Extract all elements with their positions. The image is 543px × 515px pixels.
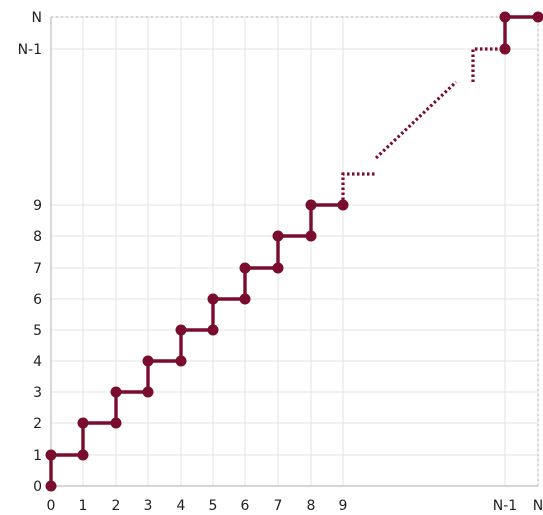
x-tick-label: 4 bbox=[177, 498, 186, 514]
y-tick-label: N-1 bbox=[18, 42, 42, 58]
data-point bbox=[499, 43, 511, 55]
x-tick-label: 0 bbox=[47, 498, 56, 514]
y-tick-label: 4 bbox=[33, 354, 42, 370]
data-point bbox=[532, 11, 543, 23]
staircase-points bbox=[45, 11, 543, 492]
data-point bbox=[337, 199, 349, 211]
data-point bbox=[110, 386, 122, 398]
data-point bbox=[45, 449, 57, 461]
y-tick-label: 0 bbox=[33, 479, 42, 495]
y-tick-label: 1 bbox=[33, 448, 42, 464]
x-tick-label: N-1 bbox=[493, 498, 517, 514]
x-tick-label: 9 bbox=[339, 498, 348, 514]
y-tick-label: 6 bbox=[33, 292, 42, 308]
data-point bbox=[77, 417, 89, 429]
staircase-line bbox=[49, 203, 343, 486]
x-tick-label: 3 bbox=[144, 498, 153, 514]
chart-frame bbox=[50, 16, 539, 487]
data-point bbox=[175, 324, 187, 336]
data-point bbox=[239, 293, 251, 305]
data-point bbox=[207, 324, 219, 336]
continuation-dotted-segment bbox=[341, 172, 375, 205]
data-point bbox=[142, 386, 154, 398]
y-tick-label: N bbox=[32, 10, 42, 26]
staircase-line bbox=[503, 15, 538, 49]
y-tick-label: 9 bbox=[33, 198, 42, 214]
staircase-series bbox=[49, 15, 538, 486]
y-tick-label: 7 bbox=[33, 261, 42, 277]
data-point bbox=[45, 480, 57, 492]
data-point bbox=[207, 293, 219, 305]
data-point bbox=[142, 355, 154, 367]
x-tick-label: 1 bbox=[79, 498, 88, 514]
x-tick-label: 8 bbox=[307, 498, 316, 514]
x-tick-label: 2 bbox=[112, 498, 121, 514]
continuation-dotted-path bbox=[341, 47, 505, 205]
x-tick-label: N bbox=[533, 498, 543, 514]
data-point bbox=[175, 355, 187, 367]
data-point bbox=[110, 417, 122, 429]
x-tick-label: 5 bbox=[209, 498, 218, 514]
x-tick-label: 7 bbox=[274, 498, 283, 514]
continuation-dotted-segment bbox=[471, 47, 505, 82]
x-axis-tick-labels: 0 1 2 3 4 5 6 7 8 9 N-1 N bbox=[47, 498, 543, 514]
continuation-dotted-segment bbox=[374, 80, 458, 160]
y-tick-label: 8 bbox=[33, 229, 42, 245]
data-point bbox=[272, 262, 284, 274]
x-tick-label: 6 bbox=[241, 498, 250, 514]
data-point bbox=[77, 449, 89, 461]
y-tick-label: 3 bbox=[33, 385, 42, 401]
y-tick-label: 5 bbox=[33, 323, 42, 339]
data-point bbox=[272, 230, 284, 242]
data-point bbox=[305, 199, 317, 211]
y-axis-tick-labels: 0 1 2 3 4 5 6 7 8 9 N-1 N bbox=[18, 10, 43, 495]
data-point bbox=[305, 230, 317, 242]
data-point bbox=[239, 262, 251, 274]
data-point bbox=[499, 11, 511, 23]
y-tick-label: 2 bbox=[33, 416, 42, 432]
grid bbox=[50, 16, 539, 487]
